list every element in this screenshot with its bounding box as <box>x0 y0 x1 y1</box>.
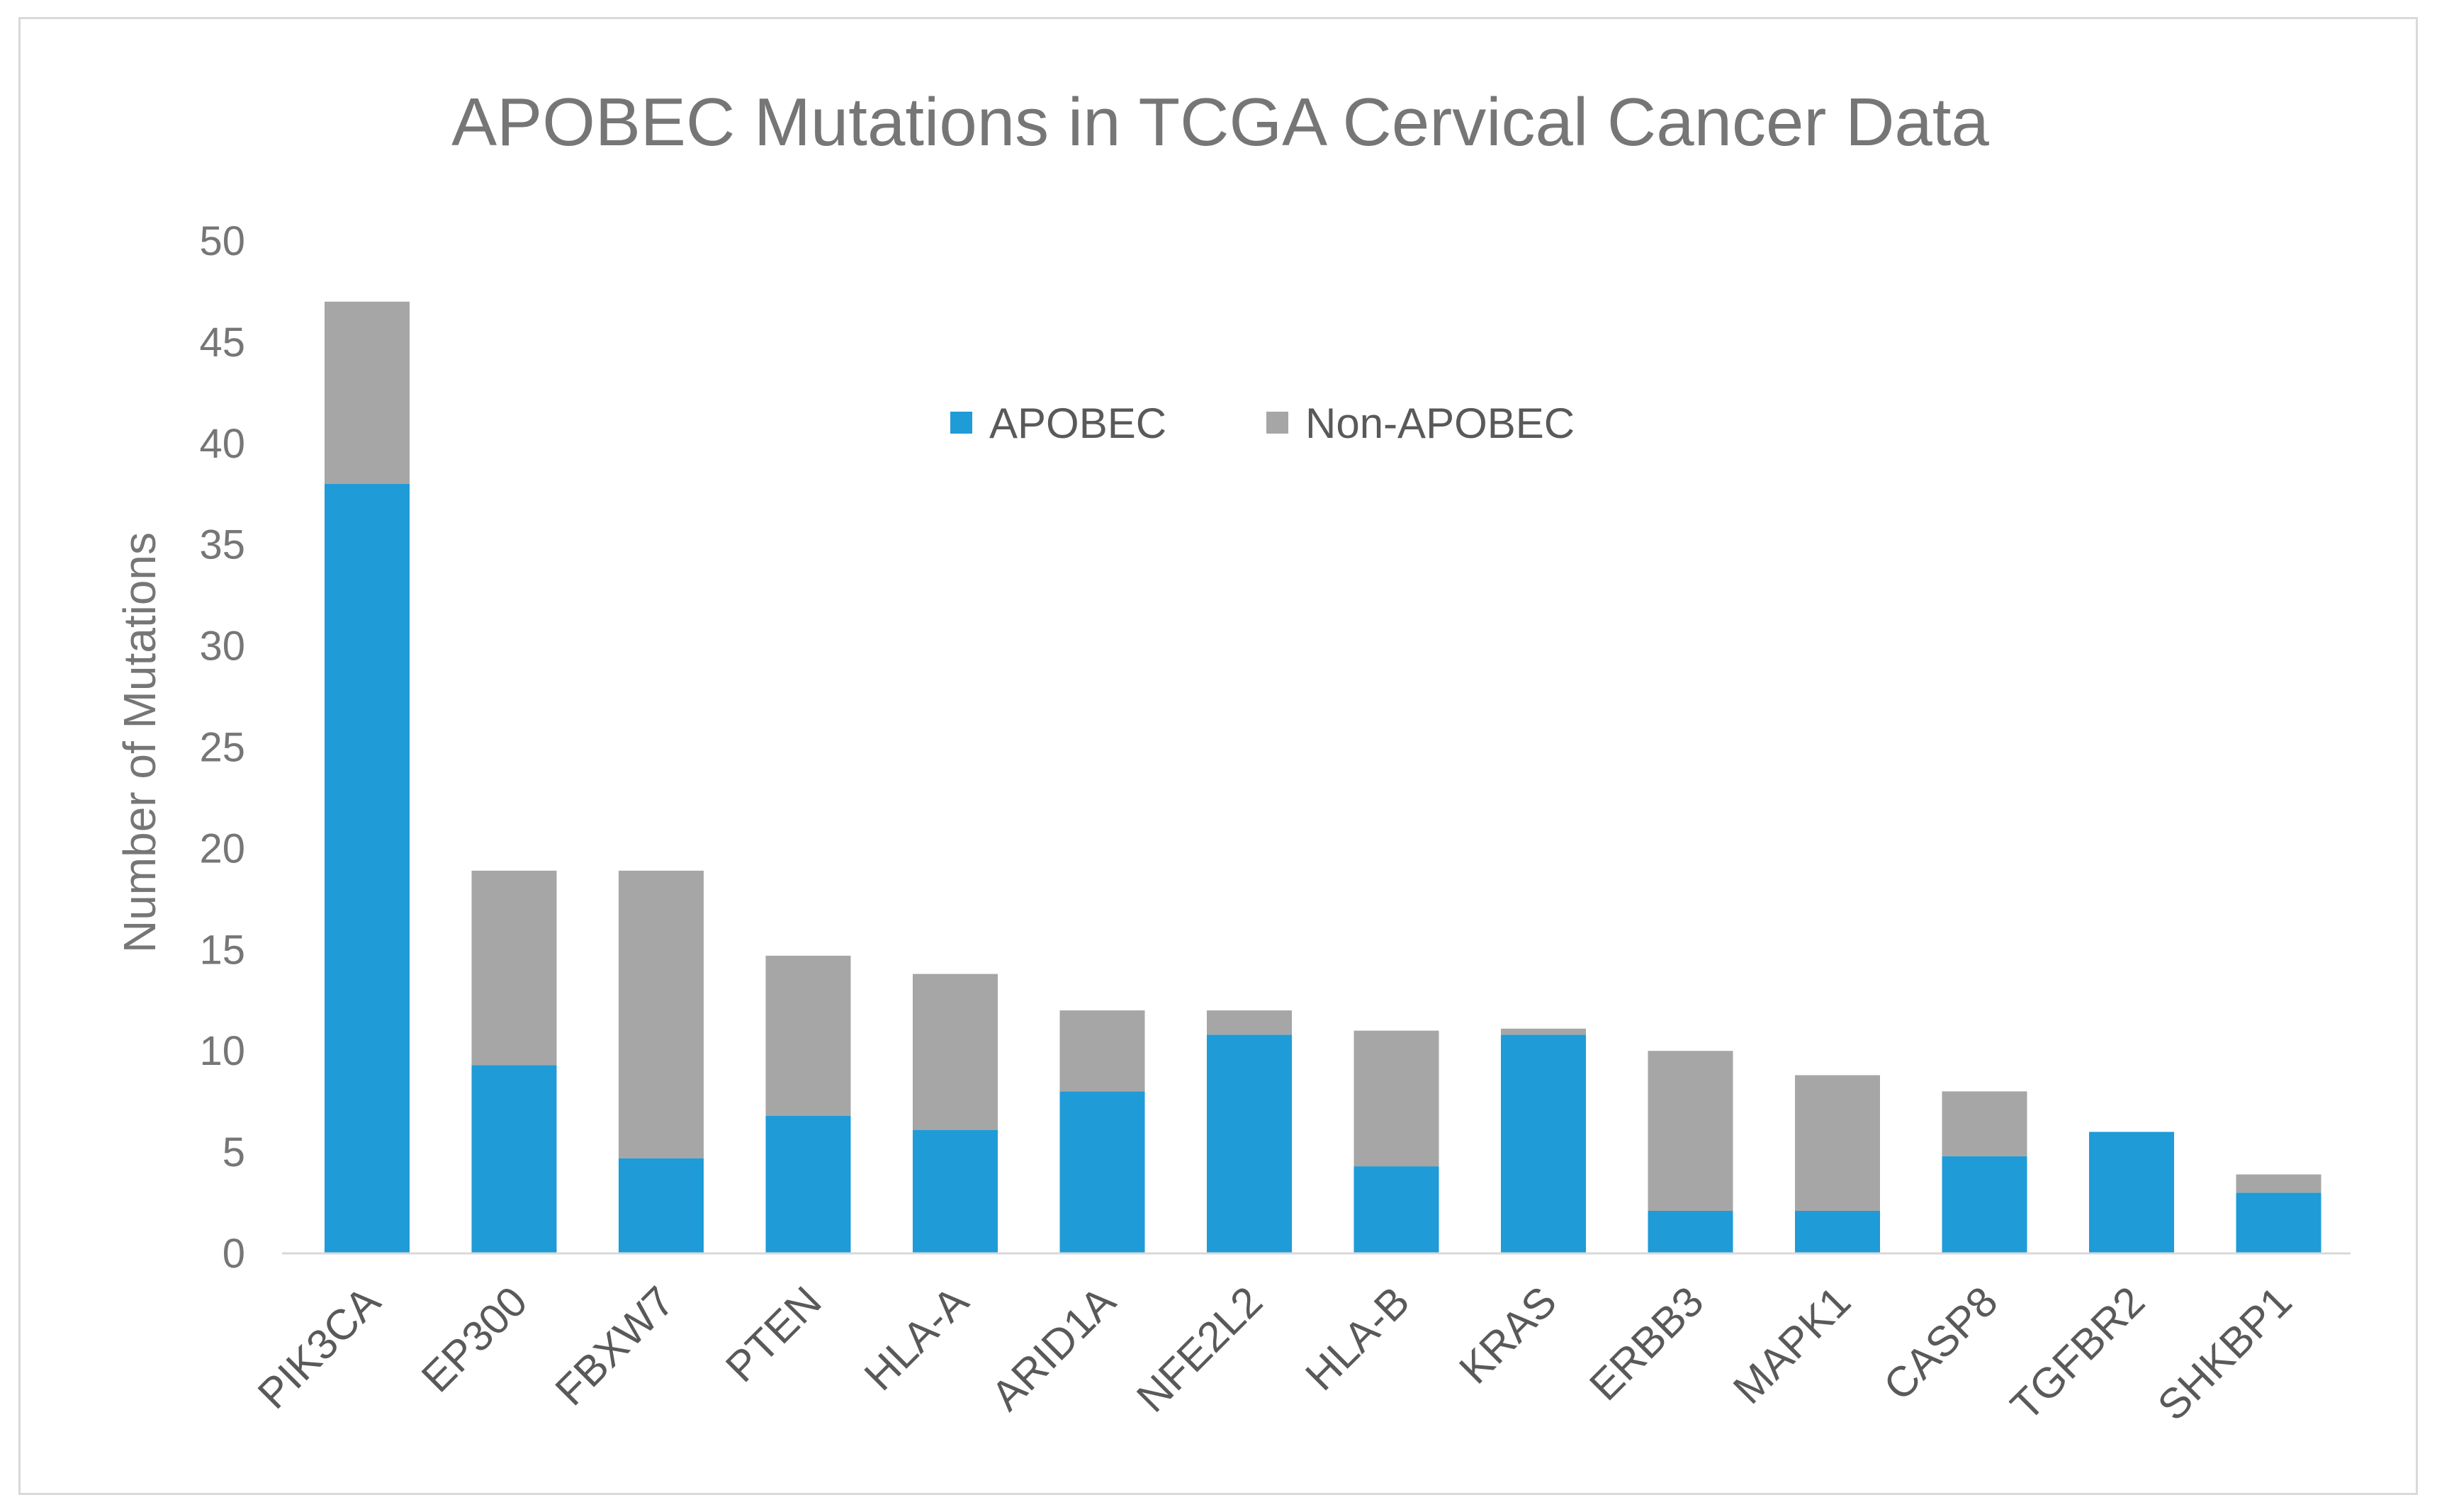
chart-svg: APOBEC Mutations in TCGA Cervical Cancer… <box>114 84 2351 1430</box>
bar-apobec-nfe2l2 <box>1207 1034 1292 1253</box>
bar-non-apobec-erbb3 <box>1648 1051 1733 1211</box>
legend-swatch-non-apobec <box>1266 412 1288 434</box>
y-tick-label: 35 <box>199 522 245 568</box>
chart-frame: APOBEC Mutations in TCGA Cervical Cancer… <box>18 17 2418 1495</box>
bar-non-apobec-arid1a <box>1059 1010 1145 1092</box>
y-axis-title: Number of Mutations <box>114 532 165 953</box>
bar-apobec-arid1a <box>1059 1091 1145 1253</box>
bar-non-apobec-fbxw7 <box>619 870 704 1158</box>
x-tick-label-tgfbr2: TGFBR2 <box>2001 1277 2154 1430</box>
x-tick-label-fbxw7: FBXW7 <box>546 1277 684 1415</box>
x-tick-label-hla-a: HLA-A <box>855 1277 977 1399</box>
bar-apobec-shkbp1 <box>2236 1192 2321 1253</box>
y-tick-label: 15 <box>199 927 245 973</box>
legend: APOBEC Non-APOBEC <box>950 400 1575 447</box>
bar-apobec-casp8 <box>1942 1156 2027 1253</box>
x-tick-label-kras: KRAS <box>1450 1277 1565 1393</box>
bar-non-apobec-pten <box>765 955 851 1116</box>
y-tick-label: 0 <box>223 1231 245 1277</box>
y-tick-label: 5 <box>223 1129 245 1175</box>
y-tick-label: 30 <box>199 624 245 670</box>
x-tick-label-erbb3: ERBB3 <box>1580 1277 1713 1410</box>
x-tick-label-shkbp1: SHKBP1 <box>2149 1277 2301 1430</box>
bar-non-apobec-nfe2l2 <box>1207 1010 1292 1035</box>
bar-non-apobec-shkbp1 <box>2236 1174 2321 1193</box>
y-tick-label: 40 <box>199 421 245 467</box>
bar-apobec-hla-b <box>1353 1166 1439 1253</box>
bar-non-apobec-casp8 <box>1942 1091 2027 1156</box>
x-axis-labels: PIK3CA EP300 FBXW7 PTEN HLA-A ARID1A NFE2L2 HLA… <box>249 1277 2301 1430</box>
y-axis-ticks: 0 5 10 15 20 25 30 35 40 45 50 <box>199 218 245 1277</box>
x-tick-label-nfe2l2: NFE2L2 <box>1127 1277 1271 1421</box>
bar-non-apobec-hla-a <box>913 974 998 1130</box>
bar-apobec-kras <box>1501 1034 1586 1253</box>
x-tick-label-casp8: CASP8 <box>1874 1277 2007 1410</box>
bar-apobec-erbb3 <box>1648 1210 1733 1253</box>
x-tick-label-ep300: EP300 <box>412 1277 536 1401</box>
bar-apobec-ep300 <box>471 1065 557 1253</box>
bar-non-apobec-hla-b <box>1353 1030 1439 1167</box>
x-tick-label-pik3ca: PIK3CA <box>249 1277 389 1418</box>
y-tick-label: 45 <box>199 320 245 366</box>
y-tick-label: 20 <box>199 825 245 871</box>
bar-non-apobec-mapk1 <box>1795 1075 1880 1211</box>
legend-label-apobec: APOBEC <box>989 400 1166 447</box>
bar-non-apobec-ep300 <box>471 870 557 1066</box>
bar-apobec-tgfbr2 <box>2089 1132 2174 1253</box>
bar-non-apobec-kras <box>1501 1028 1586 1035</box>
y-tick-label: 25 <box>199 725 245 771</box>
bars-group <box>325 301 2321 1254</box>
x-tick-label-pten: PTEN <box>716 1277 831 1392</box>
bar-apobec-pik3ca <box>325 483 410 1254</box>
bar-apobec-mapk1 <box>1795 1210 1880 1253</box>
bar-apobec-pten <box>765 1115 851 1253</box>
bar-non-apobec-pik3ca <box>325 301 410 484</box>
bar-apobec-fbxw7 <box>619 1158 704 1253</box>
legend-swatch-apobec <box>950 412 972 434</box>
chart-title: APOBEC Mutations in TCGA Cervical Cancer… <box>451 84 1989 160</box>
x-tick-label-hla-b: HLA-B <box>1296 1277 1418 1399</box>
x-tick-label-mapk1: MAPK1 <box>1724 1277 1859 1413</box>
x-tick-label-arid1a: ARID1A <box>982 1277 1125 1420</box>
legend-label-non-apobec: Non-APOBEC <box>1305 400 1575 447</box>
y-tick-label: 10 <box>199 1028 245 1074</box>
y-tick-label: 50 <box>199 218 245 264</box>
bar-apobec-hla-a <box>913 1129 998 1253</box>
